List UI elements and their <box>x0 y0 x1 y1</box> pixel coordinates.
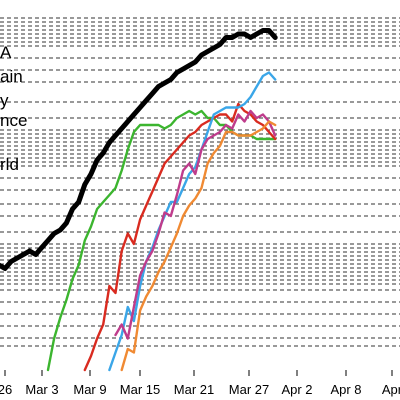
legend-entry: A <box>0 43 12 62</box>
legend-entry: rld <box>0 155 19 174</box>
x-tick-label: 26 <box>0 382 12 397</box>
series-line-y <box>83 102 277 372</box>
x-tick-label: Mar 3 <box>25 382 58 397</box>
legend-entry: ain <box>0 67 23 86</box>
legend-entry: y <box>0 91 9 110</box>
x-axis-tick-labels: 26 Mar 3 Mar 9 Mar 15 Mar 21 Mar 27 Apr 2 Apr 8… <box>0 382 400 397</box>
x-tick-label: Mar 9 <box>73 382 106 397</box>
legend-entry: nce <box>0 111 27 130</box>
x-tick-label: Mar 27 <box>229 382 269 397</box>
series-line-unnamed-4 <box>114 109 277 340</box>
series-lines <box>0 28 278 372</box>
series-line-rld <box>120 120 277 372</box>
x-tick-label: Apr 2 <box>281 382 312 397</box>
x-axis-ticks <box>4 370 393 376</box>
series-line-A <box>0 28 278 271</box>
x-tick-label: Mar 21 <box>174 382 214 397</box>
x-tick-label: Mar 15 <box>120 382 160 397</box>
x-tick-label: Apr 8 <box>330 382 361 397</box>
gridlines <box>0 17 400 347</box>
x-tick-label: Apr <box>382 382 400 397</box>
